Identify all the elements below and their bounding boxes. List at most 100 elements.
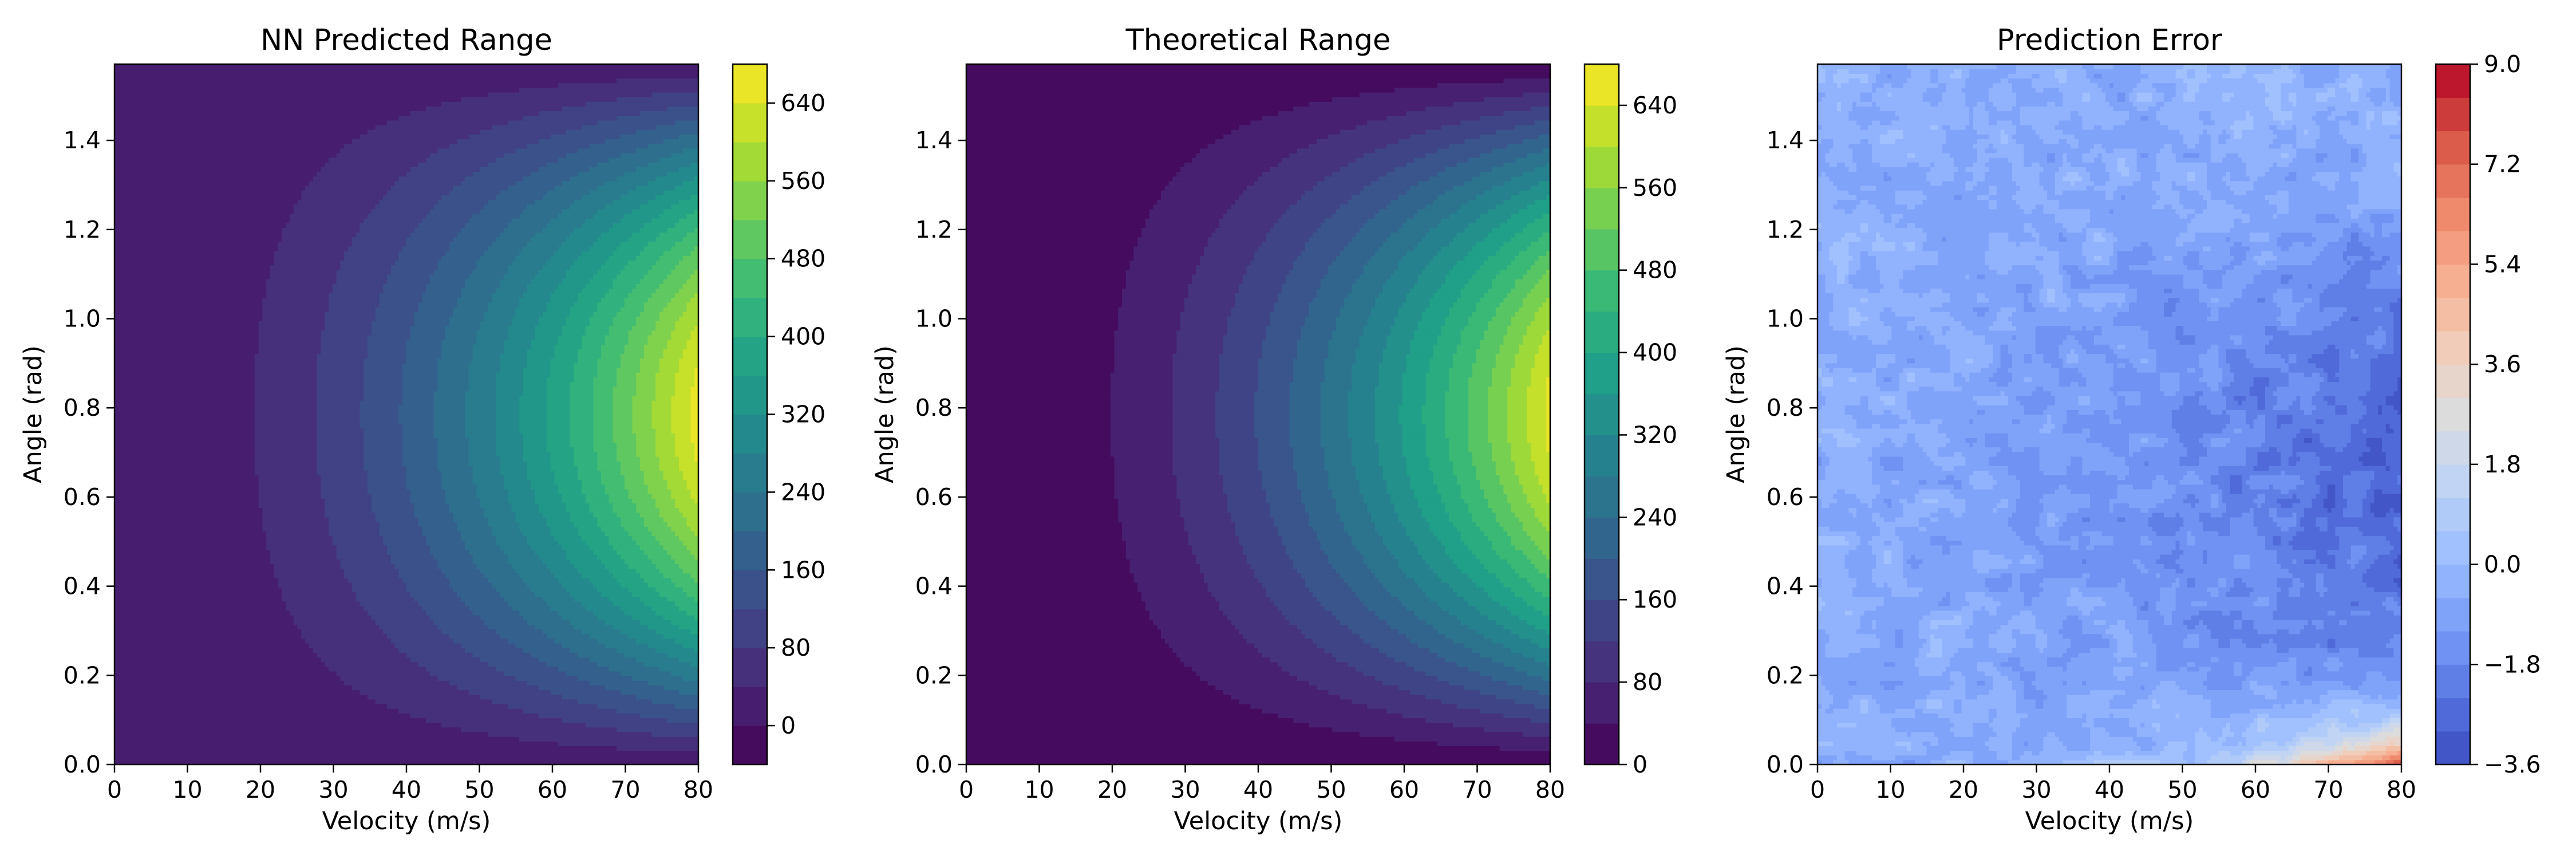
colorbar-tick-label: 0 bbox=[1633, 751, 1647, 778]
colorbar-level bbox=[733, 180, 767, 220]
x-axis-label: Velocity (m/s) bbox=[2025, 807, 2194, 836]
colorbar-level bbox=[2436, 698, 2470, 732]
colorbar-level bbox=[733, 375, 767, 415]
x-tick-label: 0 bbox=[959, 776, 974, 803]
x-tick-label: 40 bbox=[1243, 776, 1273, 803]
x-tick-label: 70 bbox=[2313, 776, 2343, 803]
contour-field bbox=[1818, 64, 2401, 765]
y-tick-label: 0.2 bbox=[915, 661, 953, 689]
x-axis-label: Velocity (m/s) bbox=[1174, 807, 1343, 836]
colorbar-tick-label: 80 bbox=[1633, 668, 1662, 696]
y-tick-label: 1.2 bbox=[1767, 216, 1804, 243]
y-tick-label: 0.0 bbox=[915, 751, 953, 778]
colorbar-level bbox=[2436, 330, 2470, 365]
colorbar-tick-label: 480 bbox=[1633, 257, 1677, 284]
y-tick-label: 0.6 bbox=[1767, 483, 1804, 511]
chart-title: Theoretical Range bbox=[1125, 23, 1391, 57]
y-tick-label: 1.0 bbox=[1767, 305, 1804, 333]
colorbar-tick-label: 160 bbox=[1633, 586, 1677, 613]
colorbar-tick-label: 80 bbox=[781, 634, 811, 661]
colorbar-tick-label: −1.8 bbox=[2484, 651, 2541, 678]
x-tick-label: 10 bbox=[172, 776, 202, 803]
x-tick-label: 70 bbox=[610, 776, 640, 803]
colorbar-frame bbox=[1583, 63, 1620, 766]
y-tick-label: 0.0 bbox=[64, 751, 101, 778]
x-tick-label: 80 bbox=[2387, 776, 2416, 803]
colorbar-level bbox=[1585, 311, 1619, 353]
colorbar-level bbox=[1585, 187, 1619, 230]
y-tick-label: 0.6 bbox=[64, 483, 101, 511]
y-tick-label: 1.0 bbox=[64, 305, 101, 333]
contour-field bbox=[114, 64, 698, 765]
colorbar-level bbox=[1585, 146, 1619, 188]
x-tick-label: 0 bbox=[1810, 776, 1825, 803]
colorbar-level bbox=[1585, 476, 1619, 518]
y-axis-label: Angle (rad) bbox=[871, 345, 899, 483]
colorbar-level bbox=[733, 648, 767, 687]
colorbar-level bbox=[733, 219, 767, 259]
y-tick-label: 0.4 bbox=[915, 573, 953, 600]
colorbar-level bbox=[733, 64, 767, 104]
x-tick-label: 60 bbox=[538, 776, 567, 803]
x-tick-label: 70 bbox=[1462, 776, 1492, 803]
colorbar-tick-label: 640 bbox=[781, 89, 825, 117]
colorbar-tick-label: 3.6 bbox=[2484, 350, 2521, 378]
colorbar-level bbox=[1585, 517, 1619, 559]
colorbar-level bbox=[733, 414, 767, 454]
colorbar-tick-label: 480 bbox=[781, 245, 825, 273]
colorbar-tick-label: 9.0 bbox=[2484, 50, 2521, 78]
y-tick-label: 0.2 bbox=[1767, 661, 1804, 689]
colorbar-level bbox=[1585, 270, 1619, 312]
colorbar-level bbox=[733, 492, 767, 531]
colorbar-level bbox=[2436, 664, 2470, 699]
colorbar-tick-label: 640 bbox=[1633, 92, 1677, 119]
colorbar-level bbox=[1585, 723, 1619, 765]
x-tick-label: 30 bbox=[318, 776, 348, 803]
colorbar-level bbox=[1585, 64, 1619, 106]
colorbar-tick-label: 0 bbox=[781, 712, 796, 739]
colorbar-level bbox=[733, 531, 767, 570]
colorbar-level bbox=[2436, 564, 2470, 598]
y-axis-label: Angle (rad) bbox=[1722, 345, 1751, 483]
y-tick-label: 0.6 bbox=[915, 483, 953, 511]
x-tick-label: 80 bbox=[1535, 776, 1565, 803]
colorbar-level bbox=[2436, 731, 2470, 765]
panel-2: 0 10 20 30 40 50 60 70 80 0.0 0.2 0.4 0.6 0.8 1.0 1.2 1.… bbox=[871, 23, 1677, 836]
colorbar-tick-label: 240 bbox=[1633, 503, 1677, 531]
y-tick-label: 1.4 bbox=[915, 127, 953, 154]
colorbar-level bbox=[2436, 531, 2470, 565]
colorbar-level bbox=[1585, 600, 1619, 641]
colorbar-level bbox=[733, 258, 767, 298]
colorbar: −3.6 −1.8 0.0 1.8 3.6 5.4 7.2 9.0 bbox=[2435, 50, 2541, 778]
colorbar-level bbox=[2436, 164, 2470, 198]
colorbar-tick-label: 1.8 bbox=[2484, 451, 2521, 478]
colorbar: 0 80 160 240 320 400 480 560 640 bbox=[1583, 63, 1677, 778]
y-tick-label: 1.4 bbox=[1767, 127, 1804, 154]
colorbar-level bbox=[2436, 97, 2470, 132]
x-axis-label: Velocity (m/s) bbox=[322, 807, 491, 836]
colorbar-level bbox=[1585, 105, 1619, 147]
colorbar-tick-label: 400 bbox=[781, 323, 825, 350]
colorbar-level bbox=[2436, 264, 2470, 298]
colorbar-level bbox=[733, 297, 767, 337]
y-tick-label: 1.0 bbox=[915, 305, 953, 333]
colorbar-level bbox=[733, 570, 767, 609]
colorbar-tick-label: 560 bbox=[781, 167, 825, 195]
colorbar-tick-label: 7.2 bbox=[2484, 151, 2521, 178]
colorbar-level bbox=[2436, 397, 2470, 432]
chart-title: Prediction Error bbox=[1997, 23, 2222, 57]
colorbar-level bbox=[733, 687, 767, 726]
colorbar-level bbox=[2436, 464, 2470, 498]
colorbar-level bbox=[733, 609, 767, 648]
y-tick-label: 0.8 bbox=[64, 394, 101, 421]
contour-field bbox=[966, 64, 1550, 765]
colorbar-level bbox=[2436, 131, 2470, 165]
colorbar-level bbox=[733, 141, 767, 182]
x-tick-label: 20 bbox=[1949, 776, 1978, 803]
colorbar-level bbox=[2436, 597, 2470, 632]
x-tick-label: 20 bbox=[246, 776, 275, 803]
colorbar-level bbox=[2436, 631, 2470, 665]
colorbar-level bbox=[2436, 197, 2470, 231]
colorbar-level bbox=[1585, 352, 1619, 395]
